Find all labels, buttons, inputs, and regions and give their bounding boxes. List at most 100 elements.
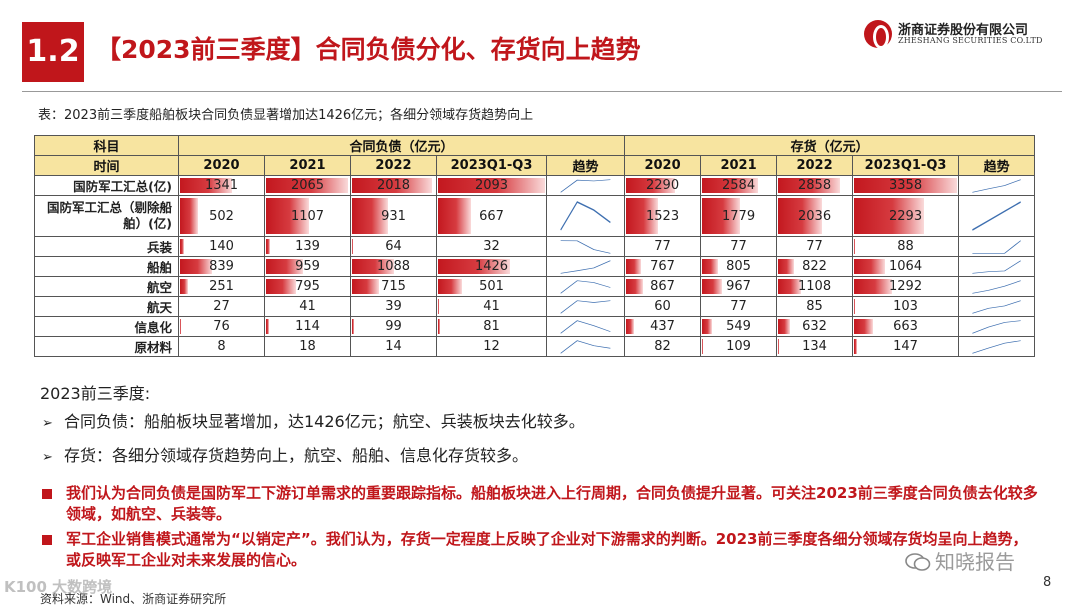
column-header: 2020 [624,155,702,176]
data-value: 99 [385,319,402,334]
trend-sparkline [958,175,1036,196]
header-divider [22,91,1062,92]
trend-line [560,239,611,254]
data-value: 109 [726,339,751,354]
trend-line-chart [560,279,611,294]
data-cell: 2065 [264,175,351,196]
data-value: 1779 [722,208,756,224]
summary-bullet: ➢ 存货：各细分领域存货趋势向上，航空、船舶、信息化存货较多。 [42,442,528,466]
table-row: 国防军工汇总(亿) 1341 2065 2018 2093 2290 2584 2858 335… [34,175,1036,196]
data-value: 82 [654,339,671,354]
data-cell: 1064 [852,256,960,277]
data-cell: 663 [852,316,960,337]
summary-bullet: ➢ 合同负债：船舶板块显著增加，达1426亿元；航空、兵装板块去化较多。 [42,408,585,432]
trend-line-chart [560,339,611,354]
data-value: 114 [295,319,320,334]
data-value: 251 [209,279,234,294]
data-bar [352,279,380,294]
logo-chinese-name: 浙商证券股份有限公司 [898,23,1029,38]
trend-line [560,201,611,231]
data-value: 437 [650,319,675,334]
data-bar [352,178,432,193]
trend-line-chart [560,201,611,231]
data-cell: 437 [624,316,702,337]
data-bar [854,198,924,234]
data-cell: 77 [776,236,854,257]
data-cell: 867 [624,276,702,297]
data-value: 8 [217,339,226,354]
data-bar [180,259,213,274]
data-value: 12 [483,339,500,354]
data-value: 2293 [889,208,923,224]
data-cell: 114 [264,316,351,337]
column-header: 2023Q1-Q3 [852,155,960,176]
data-value: 1088 [376,259,411,274]
data-cell: 502 [178,195,265,237]
trend-line [972,201,1021,231]
data-cell: 1523 [624,195,702,237]
data-bar [702,279,722,294]
data-bar [266,198,309,234]
data-value: 2093 [474,178,509,193]
data-bar [778,319,791,334]
corner-header-time: 时间 [34,155,179,176]
data-value: 60 [654,299,671,314]
trend-line-chart [972,259,1022,274]
trend-line [560,319,611,334]
row-label: 国防军工汇总（剔除船舶）(亿) [34,195,179,237]
data-value: 1292 [889,279,923,294]
square-bullet-icon [42,489,52,499]
group-header-liabilities: 合同负债（亿元） [177,135,626,156]
row-label: 航天 [34,296,179,317]
data-cell: 2093 [436,175,547,196]
data-bar [180,198,199,234]
column-header: 趋势 [958,155,1036,176]
data-cell: 667 [436,195,547,237]
data-value: 959 [295,259,320,274]
data-value: 2584 [722,178,756,193]
data-bar [352,259,395,274]
data-bar [778,339,780,354]
trend-sparkline [545,236,626,257]
data-cell: 1108 [776,276,854,297]
data-bar [180,279,189,294]
data-bar [778,178,840,193]
data-bar [626,319,634,334]
data-value: 931 [381,208,406,224]
page-number: 8 [1043,575,1052,590]
data-cell: 81 [436,316,547,337]
trend-sparkline [958,195,1036,237]
data-bar [778,259,795,274]
conclusion-text: 军工企业销售模式通常为“以销定产”。我们认为，存货一定程度上反映了企业对下游需求… [66,530,1028,569]
data-value: 77 [654,239,671,254]
data-bar [266,279,297,294]
data-cell: 1779 [700,195,778,237]
table-row: 国防军工汇总（剔除船舶）(亿) 502 1107 931 667 1523 1779 2036… [34,195,1036,237]
row-label: 原材料 [34,336,179,357]
data-cell: 77 [700,236,778,257]
data-value: 41 [299,299,316,314]
data-cell: 27 [178,296,265,317]
trend-line [560,279,611,294]
trend-line [972,259,1022,274]
trend-line [972,299,1021,314]
data-value: 2858 [798,178,832,193]
data-bar [854,178,958,193]
table-row: 兵装 140 139 64 32 77 77 77 88 [34,236,1036,257]
data-cell: 2018 [350,175,437,196]
data-bar [702,259,719,274]
data-bar [778,279,801,294]
row-label: 信息化 [34,316,179,337]
data-bar [778,198,822,234]
column-header: 2021 [264,155,351,176]
data-bar [352,319,355,334]
data-value: 76 [213,319,230,334]
data-value: 77 [806,239,823,254]
column-header: 2022 [350,155,437,176]
data-value: 103 [893,299,918,314]
data-value: 85 [806,299,823,314]
data-value: 134 [802,339,827,354]
row-label: 船舶 [34,256,179,277]
data-cell: 715 [350,276,437,297]
data-bar [180,178,233,193]
